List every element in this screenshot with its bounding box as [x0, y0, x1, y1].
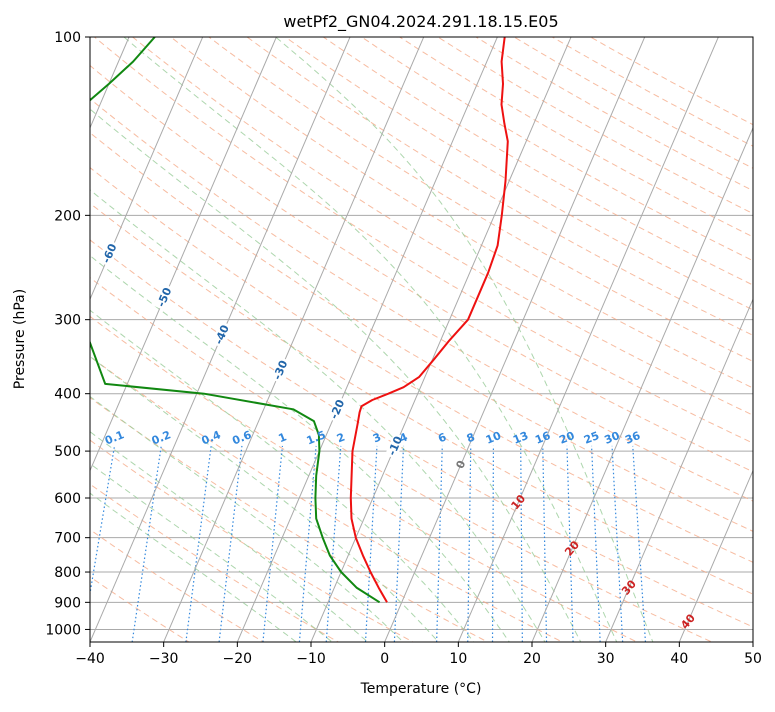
y-tick-label: 300: [54, 313, 81, 329]
y-axis-label: Pressure (hPa): [12, 289, 28, 389]
x-axis-label: Temperature (°C): [360, 681, 482, 697]
isotherm-line: [0, 10, 67, 654]
y-tick-label: 700: [54, 531, 81, 547]
isotherm-label: -80: [0, 162, 7, 186]
x-axis: −40 −30 −20 −10 0 10 20 30 40 50: [75, 642, 762, 667]
y-tick-label: 500: [54, 444, 81, 460]
y-tick-label: 900: [54, 595, 81, 611]
x-tick-label: 50: [744, 651, 762, 667]
y-tick-label: 600: [54, 491, 81, 507]
x-tick-label: −40: [75, 651, 105, 667]
x-tick-label: −10: [296, 651, 326, 667]
plot-area: -100-90-80-70-60-50-40-30-20-10010203040…: [0, 10, 775, 654]
chart-title: wetPf2_GN04.2024.291.18.15.E05: [283, 12, 558, 32]
x-tick-label: 10: [449, 651, 467, 667]
x-tick-label: 40: [670, 651, 688, 667]
y-tick-label: 800: [54, 565, 81, 581]
y-tick-label: 200: [54, 208, 81, 224]
x-tick-label: 30: [597, 651, 615, 667]
y-axis: 1000 900 800 700 600 500 400 300 200 100: [45, 30, 90, 638]
x-tick-label: −30: [149, 651, 179, 667]
y-tick-label: 100: [54, 30, 81, 46]
isotherm-label-bg: [0, 160, 7, 187]
x-tick-label: 20: [523, 651, 541, 667]
y-tick-label: 1000: [45, 622, 81, 638]
y-tick-label: 400: [54, 387, 81, 403]
x-tick-label: −20: [223, 651, 253, 667]
x-tick-label: 0: [380, 651, 389, 667]
